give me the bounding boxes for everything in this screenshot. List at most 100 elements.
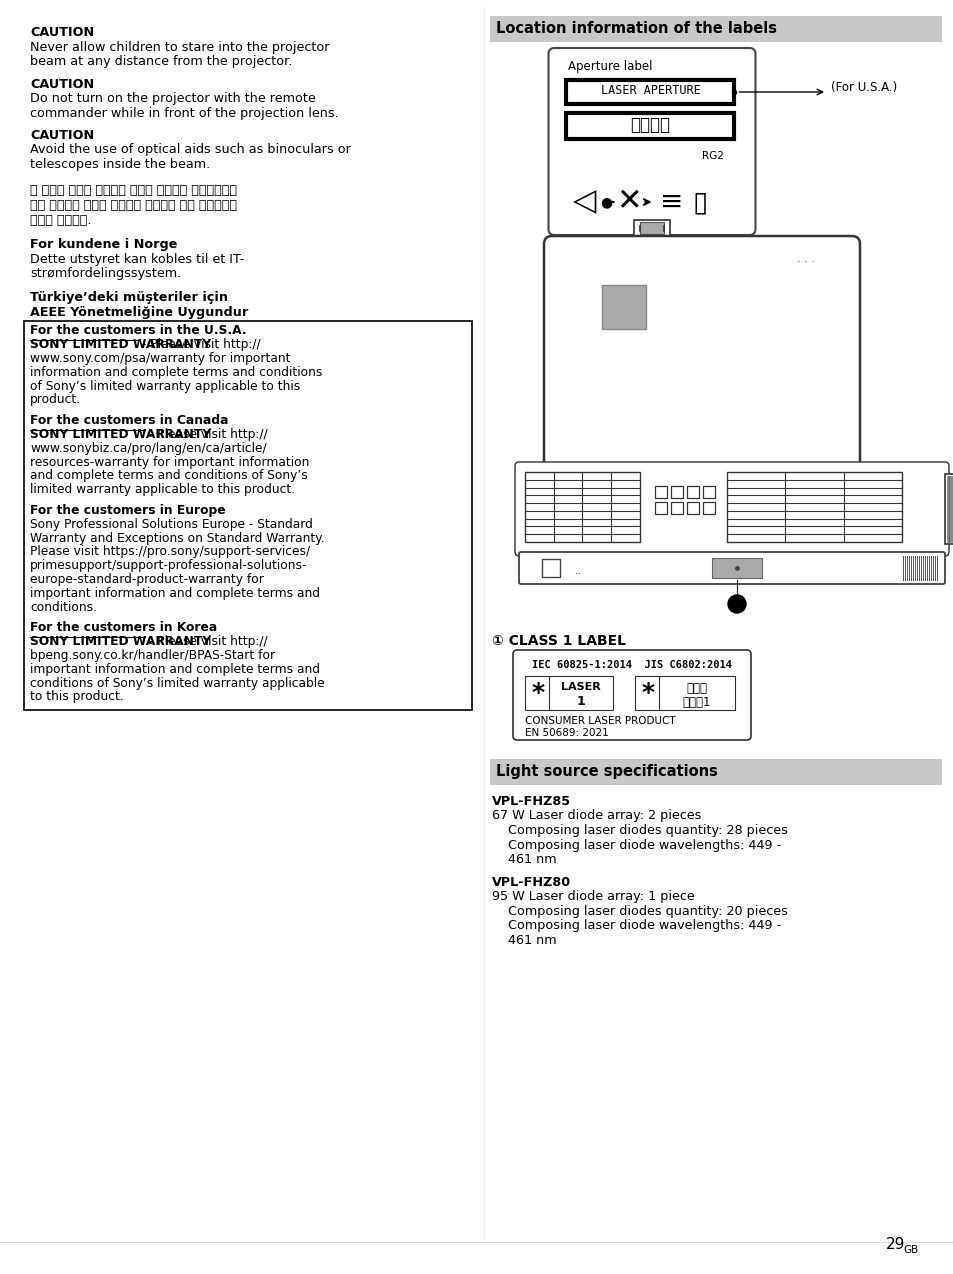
Text: to this product.: to this product. — [30, 691, 124, 703]
Bar — [702, 485, 714, 498]
Bar — [711, 558, 761, 578]
Text: For the customers in Europe: For the customers in Europe — [30, 505, 226, 517]
Text: primesupport/support-professional-solutions-: primesupport/support-professional-soluti… — [30, 559, 307, 572]
FancyBboxPatch shape — [515, 462, 948, 555]
Bar — [524, 471, 639, 541]
FancyBboxPatch shape — [513, 650, 750, 740]
Text: 激光窗口: 激光窗口 — [630, 116, 670, 134]
Text: important information and complete terms and: important information and complete terms… — [30, 587, 319, 600]
Text: ① CLASS 1 LABEL: ① CLASS 1 LABEL — [492, 634, 625, 648]
Text: EN 50689: 2021: EN 50689: 2021 — [524, 727, 608, 738]
Text: 우려가 있습니다.: 우려가 있습니다. — [30, 214, 91, 227]
Text: and complete terms and conditions of Sony’s: and complete terms and conditions of Son… — [30, 470, 308, 483]
Text: resources-warranty for important information: resources-warranty for important informa… — [30, 456, 309, 469]
Bar — [566, 113, 734, 139]
Text: strømfordelingssystem.: strømfordelingssystem. — [30, 268, 181, 280]
Bar — [490, 759, 941, 785]
Text: *: * — [531, 682, 544, 705]
Text: 461 nm: 461 nm — [492, 934, 556, 947]
Text: - Please visit http://: - Please visit http:// — [138, 339, 260, 352]
Bar — [634, 220, 669, 236]
Text: For the customers in the U.S.A.: For the customers in the U.S.A. — [30, 325, 247, 338]
FancyBboxPatch shape — [518, 552, 944, 583]
Text: SONY LIMITED WARRANTY: SONY LIMITED WARRANTY — [30, 428, 211, 441]
Text: limited warranty applicable to this product.: limited warranty applicable to this prod… — [30, 483, 294, 497]
Text: Light source specifications: Light source specifications — [496, 764, 717, 778]
Text: Dette utstyret kan kobles til et IT-: Dette utstyret kan kobles til et IT- — [30, 252, 244, 265]
Text: information and complete terms and conditions: information and complete terms and condi… — [30, 366, 322, 378]
Text: - Please visit http://: - Please visit http:// — [145, 636, 268, 648]
Text: For the customers in Korea: For the customers in Korea — [30, 622, 217, 634]
FancyBboxPatch shape — [517, 464, 946, 554]
Text: CAUTION: CAUTION — [30, 78, 94, 90]
Bar — [670, 485, 682, 498]
Text: *: * — [640, 682, 654, 705]
Bar — [566, 80, 734, 104]
Bar — [670, 502, 682, 513]
Text: RG2: RG2 — [701, 152, 723, 161]
FancyBboxPatch shape — [543, 236, 859, 482]
Text: . . .: . . . — [796, 254, 814, 264]
Bar — [944, 474, 953, 544]
Bar — [24, 321, 472, 711]
Text: Composing laser diode wavelengths: 449 -: Composing laser diode wavelengths: 449 - — [492, 838, 781, 851]
Text: レーザ: レーザ — [686, 682, 707, 696]
Bar — [702, 502, 714, 513]
Text: beam at any distance from the projector.: beam at any distance from the projector. — [30, 55, 292, 68]
Text: IEC 60825-1:2014  JIS C6802:2014: IEC 60825-1:2014 JIS C6802:2014 — [532, 660, 731, 670]
Text: Aperture label: Aperture label — [568, 60, 652, 73]
Bar — [655, 485, 666, 498]
Text: For the customers in Canada: For the customers in Canada — [30, 414, 229, 427]
Text: 461 nm: 461 nm — [492, 854, 556, 866]
Text: of Sony’s limited warranty applicable to this: of Sony’s limited warranty applicable to… — [30, 380, 300, 392]
Text: conditions.: conditions. — [30, 601, 97, 614]
Text: conditions of Sony’s limited warranty applicable: conditions of Sony’s limited warranty ap… — [30, 676, 324, 689]
Text: ✕: ✕ — [616, 187, 641, 217]
Text: SONY LIMITED WARRANTY: SONY LIMITED WARRANTY — [30, 636, 211, 648]
Text: Composing laser diode wavelengths: 449 -: Composing laser diode wavelengths: 449 - — [492, 919, 781, 933]
Text: ≡: ≡ — [659, 189, 683, 217]
Bar — [601, 285, 645, 329]
Bar — [639, 222, 663, 234]
Text: VPL-FHZ85: VPL-FHZ85 — [492, 795, 571, 808]
Text: CAUTION: CAUTION — [30, 25, 94, 39]
Bar — [686, 485, 699, 498]
Text: ▯: ▯ — [692, 189, 707, 217]
FancyBboxPatch shape — [548, 48, 755, 234]
Text: Composing laser diodes quantity: 20 pieces: Composing laser diodes quantity: 20 piec… — [492, 905, 787, 917]
Text: (For U.S.A.): (For U.S.A.) — [830, 80, 897, 93]
Text: GB: GB — [902, 1245, 918, 1255]
Text: 이 기기는 업무용 환경에서 사용할 목적으로 적합성평가를: 이 기기는 업무용 환경에서 사용할 목적으로 적합성평가를 — [30, 185, 236, 197]
Text: telescopes inside the beam.: telescopes inside the beam. — [30, 158, 210, 171]
Text: LASER APERTURE: LASER APERTURE — [600, 84, 700, 98]
Text: CONSUMER LASER PRODUCT: CONSUMER LASER PRODUCT — [524, 716, 675, 726]
Text: Never allow children to stare into the projector: Never allow children to stare into the p… — [30, 41, 329, 54]
Bar — [726, 471, 901, 541]
Bar — [655, 502, 666, 513]
Text: Warranty and Exceptions on Standard Warranty.: Warranty and Exceptions on Standard Warr… — [30, 531, 324, 545]
Bar — [490, 17, 941, 42]
Bar — [686, 502, 699, 513]
Text: VPL-FHZ80: VPL-FHZ80 — [492, 875, 571, 888]
Text: www.sony.com/psa/warranty for important: www.sony.com/psa/warranty for important — [30, 352, 291, 366]
Text: bpeng.sony.co.kr/handler/BPAS-Start for: bpeng.sony.co.kr/handler/BPAS-Start for — [30, 648, 274, 662]
Text: 1: 1 — [732, 599, 740, 609]
Text: www.sonybiz.ca/pro/lang/en/ca/article/: www.sonybiz.ca/pro/lang/en/ca/article/ — [30, 442, 266, 455]
Text: For kundene i Norge: For kundene i Norge — [30, 238, 177, 251]
Text: Location information of the labels: Location information of the labels — [496, 20, 776, 36]
Text: important information and complete terms and: important information and complete terms… — [30, 662, 319, 676]
Bar — [635, 676, 734, 710]
Text: 95 W Laser diode array: 1 piece: 95 W Laser diode array: 1 piece — [492, 891, 694, 903]
Text: Please visit https://pro.sony/support-services/: Please visit https://pro.sony/support-se… — [30, 545, 310, 558]
Text: AEEE Yönetmeliğine Uygundur: AEEE Yönetmeliğine Uygundur — [30, 306, 248, 318]
Text: Do not turn on the projector with the remote: Do not turn on the projector with the re… — [30, 92, 315, 104]
Text: ●: ● — [599, 195, 612, 209]
Text: クラス1: クラス1 — [682, 696, 711, 710]
Text: SONY LIMITED WARRANTY: SONY LIMITED WARRANTY — [30, 339, 211, 352]
Text: LASER: LASER — [560, 682, 600, 692]
Text: Sony Professional Solutions Europe - Standard: Sony Professional Solutions Europe - Sta… — [30, 519, 313, 531]
Text: ◁: ◁ — [572, 187, 596, 217]
Text: 1: 1 — [576, 696, 585, 708]
Text: 받은 기기로서 가정용 환경에서 사용하는 경우 전파간섭의: 받은 기기로서 가정용 환경에서 사용하는 경우 전파간섭의 — [30, 199, 236, 211]
Text: 29: 29 — [885, 1237, 904, 1252]
